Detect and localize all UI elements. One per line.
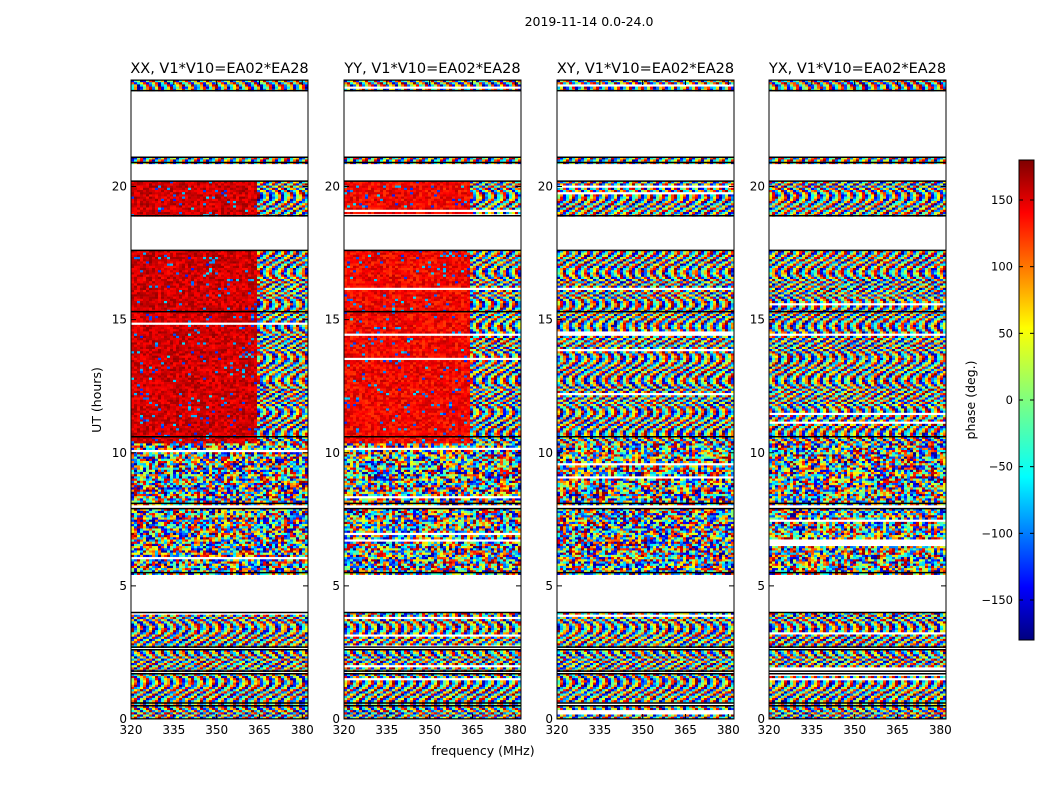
x-tick-label: 365 [886, 723, 909, 737]
panel-3: YX, V1*V10=EA02*EA28 0 5 10 15 20 320 335 350 365… [750, 61, 952, 737]
panel-title: YX, V1*V10=EA02*EA28 [768, 61, 946, 77]
colorbar-tick-label: −100 [981, 526, 1013, 540]
y-tick-label: 0 [119, 712, 127, 726]
colorbar-tick-label: 0 [1006, 393, 1013, 407]
panel-2: XY, V1*V10=EA02*EA28 0 5 10 15 20 320 335 350 365… [538, 61, 740, 737]
y-tick-label: 10 [750, 446, 765, 460]
x-tick-label: 320 [546, 723, 569, 737]
x-tick-label: 365 [461, 723, 484, 737]
x-axis-label: frequency (MHz) [431, 743, 534, 758]
panel-1: YY, V1*V10=EA02*EA28 0 5 10 15 20 320 335 350 365… [325, 61, 527, 737]
y-tick-label: 0 [545, 712, 553, 726]
figure-title: 2019-11-14 0.0-24.0 [525, 14, 654, 29]
colorbar-ticks: −150 −100 −50 0 50 100 150 [981, 193, 1034, 607]
x-tick-label: 320 [758, 723, 781, 737]
y-tick-label: 20 [538, 180, 553, 194]
x-tick-label: 335 [588, 723, 611, 737]
y-tick-label: 15 [112, 313, 127, 327]
panel-title: XY, V1*V10=EA02*EA28 [557, 61, 734, 77]
x-tick-label: 350 [631, 723, 654, 737]
y-tick-label: 15 [538, 313, 553, 327]
colorbar-tick-label: −50 [989, 460, 1013, 474]
y-tick-label: 10 [112, 446, 127, 460]
x-tick-label: 350 [843, 723, 866, 737]
y-tick-label: 15 [750, 313, 765, 327]
y-axis-label: UT (hours) [89, 367, 104, 433]
panels: XX, V1*V10=EA02*EA28 0 5 10 15 20 320 335 350 365… [112, 61, 952, 737]
x-tick-label: 320 [120, 723, 143, 737]
x-tick-label: 335 [800, 723, 823, 737]
y-tick-label: 15 [325, 313, 340, 327]
panel-frame [768, 79, 947, 720]
y-tick-label: 20 [112, 180, 127, 194]
panel-frame [343, 79, 522, 720]
colorbar-tick-label: −150 [981, 593, 1013, 607]
y-tick-label: 20 [750, 180, 765, 194]
panel-title: XX, V1*V10=EA02*EA28 [130, 61, 308, 77]
y-tick-label: 5 [757, 579, 765, 593]
x-tick-label: 365 [248, 723, 271, 737]
y-tick-label: 5 [332, 579, 340, 593]
panel-frame [130, 79, 309, 720]
y-tick-label: 20 [325, 180, 340, 194]
heatmap [769, 80, 946, 719]
colorbar-tick-label: 150 [991, 193, 1013, 207]
x-tick-label: 350 [205, 723, 228, 737]
y-tick-label: 0 [757, 712, 765, 726]
y-tick-label: 10 [325, 446, 340, 460]
heatmap [131, 80, 308, 719]
colorbar-tick-label: 50 [998, 326, 1013, 340]
x-tick-label: 380 [291, 723, 314, 737]
x-tick-label: 350 [418, 723, 441, 737]
x-tick-label: 380 [717, 723, 740, 737]
panel-frame [556, 79, 735, 720]
colorbar: −150 −100 −50 0 50 100 150 [981, 159, 1035, 641]
x-tick-label: 335 [162, 723, 185, 737]
y-tick-label: 5 [119, 579, 127, 593]
heatmap [344, 80, 521, 719]
x-tick-label: 365 [674, 723, 697, 737]
y-tick-label: 10 [538, 446, 553, 460]
y-tick-label: 5 [545, 579, 553, 593]
panel-0: XX, V1*V10=EA02*EA28 0 5 10 15 20 320 335 350 365… [112, 61, 314, 737]
x-tick-label: 380 [504, 723, 527, 737]
x-tick-label: 380 [929, 723, 952, 737]
x-tick-label: 320 [333, 723, 356, 737]
colorbar-label: phase (deg.) [963, 361, 978, 440]
colorbar-tick-label: 100 [991, 260, 1013, 274]
y-tick-label: 0 [332, 712, 340, 726]
x-tick-label: 335 [375, 723, 398, 737]
panel-title: YY, V1*V10=EA02*EA28 [343, 61, 520, 77]
heatmap [557, 80, 734, 719]
